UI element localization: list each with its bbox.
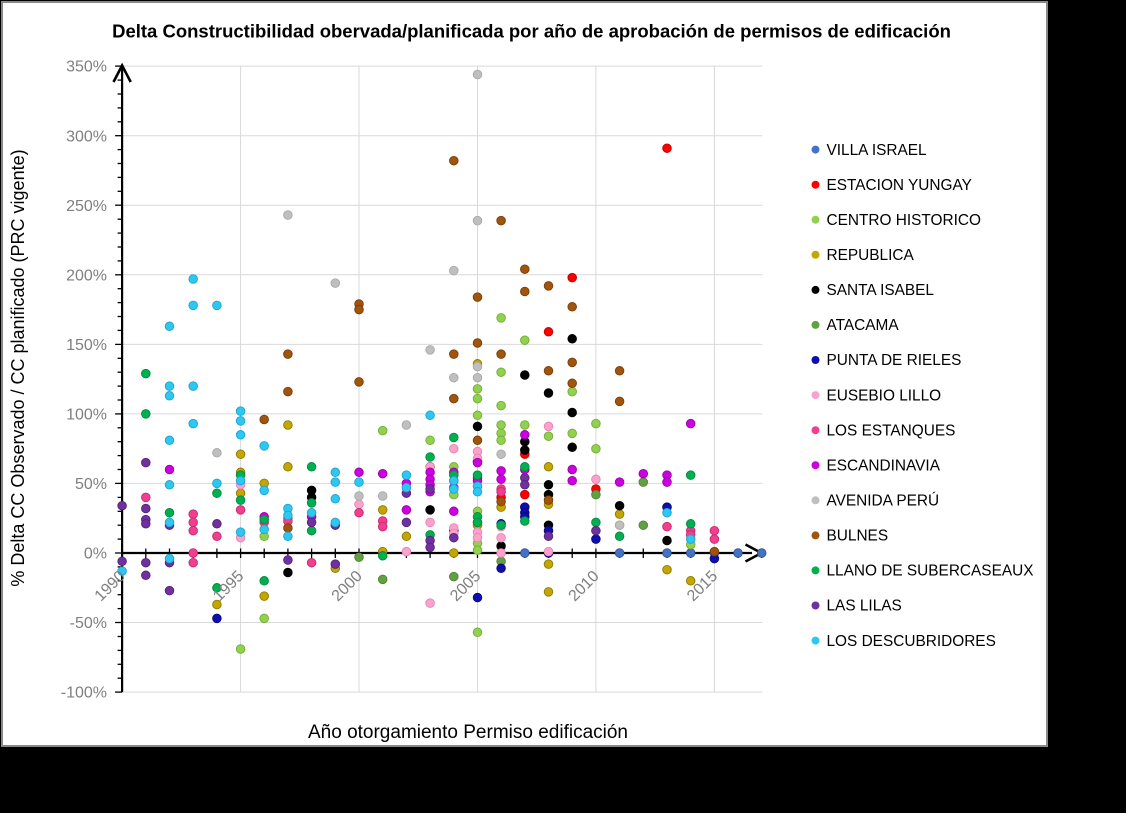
svg-text:250%: 250%: [66, 198, 107, 215]
svg-text:150%: 150%: [66, 337, 107, 354]
svg-text:50%: 50%: [75, 476, 107, 493]
svg-text:AVENIDA PERÚ: AVENIDA PERÚ: [827, 493, 940, 510]
svg-text:ATACAMA: ATACAMA: [827, 317, 900, 334]
svg-text:100%: 100%: [66, 407, 107, 424]
svg-text:350%: 350%: [66, 59, 107, 76]
svg-text:LAS LILAS: LAS LILAS: [827, 598, 902, 615]
svg-text:ESTACION YUNGAY: ESTACION YUNGAY: [827, 177, 972, 194]
svg-text:LOS ESTANQUES: LOS ESTANQUES: [827, 422, 956, 439]
svg-text:-50%: -50%: [70, 615, 107, 632]
svg-text:-100%: -100%: [61, 685, 107, 702]
svg-text:PUNTA DE RIELES: PUNTA DE RIELES: [827, 352, 962, 369]
svg-text:% Delta CC Observado / CC plan: % Delta CC Observado / CC planificado (P…: [8, 149, 28, 586]
svg-text:SANTA ISABEL: SANTA ISABEL: [827, 282, 935, 299]
svg-text:Delta Constructibilidad oberva: Delta Constructibilidad obervada/planifi…: [112, 21, 951, 42]
svg-text:ESCANDINAVIA: ESCANDINAVIA: [827, 457, 941, 474]
svg-text:EUSEBIO LILLO: EUSEBIO LILLO: [827, 387, 942, 404]
svg-text:0%: 0%: [84, 546, 107, 563]
svg-text:BULNES: BULNES: [827, 528, 889, 545]
svg-text:REPUBLICA: REPUBLICA: [827, 247, 915, 264]
svg-text:Año otorgamiento Permiso edifi: Año otorgamiento Permiso edificación: [308, 722, 628, 743]
svg-text:LOS DESCUBRIDORES: LOS DESCUBRIDORES: [827, 633, 996, 650]
svg-text:200%: 200%: [66, 267, 107, 284]
svg-text:LLANO DE SUBERCASEAUX: LLANO DE SUBERCASEAUX: [827, 563, 1034, 580]
svg-text:CENTRO HISTORICO: CENTRO HISTORICO: [827, 212, 982, 229]
svg-text:300%: 300%: [66, 128, 107, 145]
svg-text:VILLA ISRAEL: VILLA ISRAEL: [827, 142, 928, 159]
